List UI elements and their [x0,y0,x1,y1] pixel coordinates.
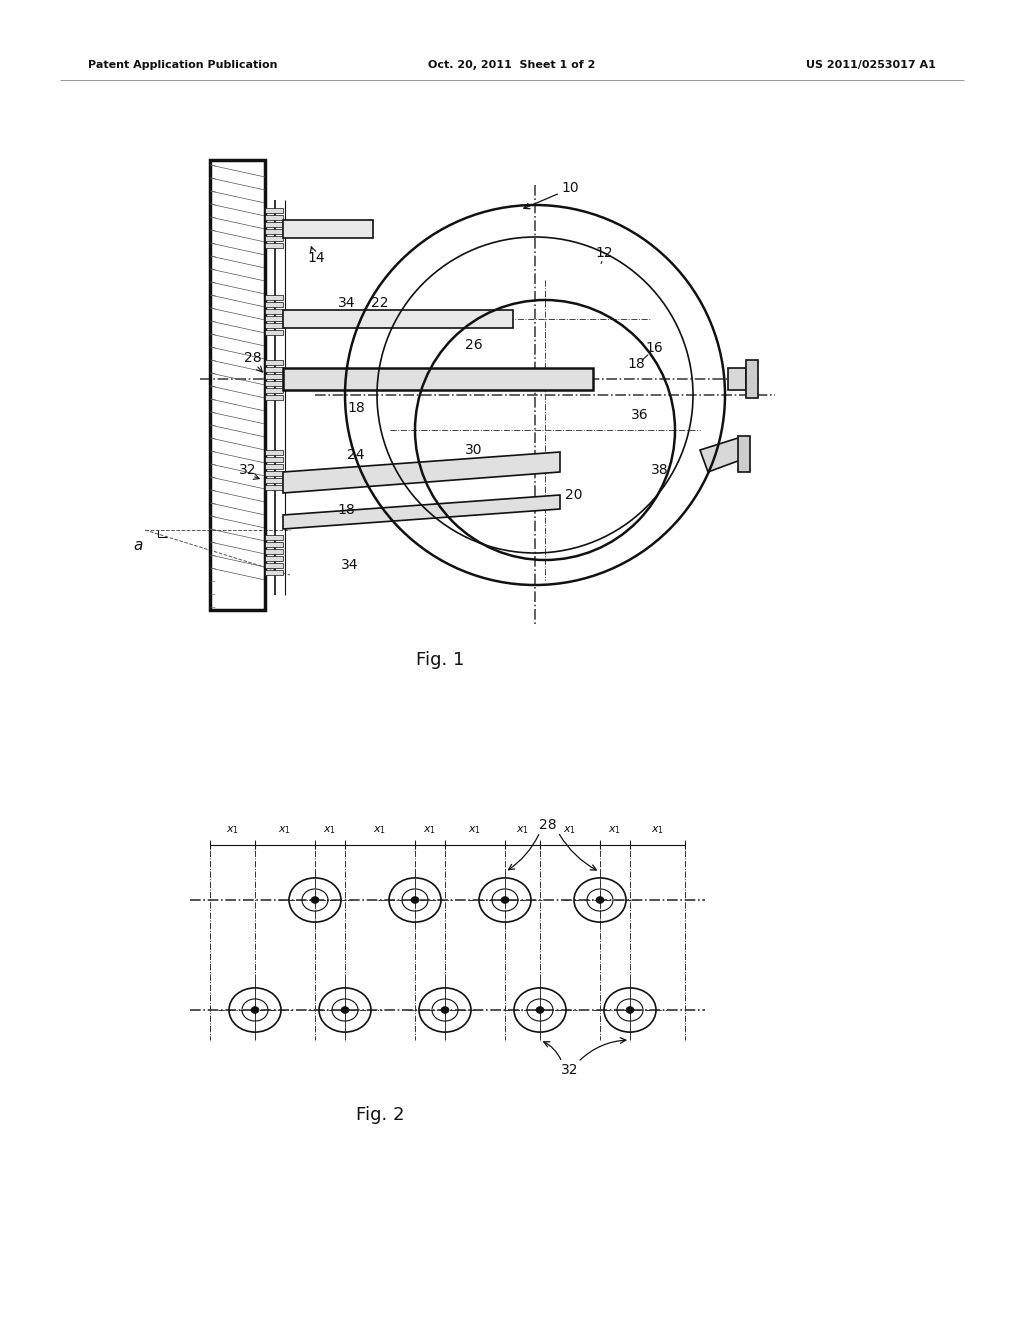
Text: 18: 18 [337,503,355,517]
Text: 22: 22 [372,296,389,310]
Text: $x_1$: $x_1$ [324,824,337,836]
Text: 30: 30 [465,444,482,457]
Bar [265,549,283,554]
Text: 28: 28 [540,818,557,832]
Polygon shape [283,451,560,492]
Ellipse shape [596,896,604,903]
Text: $x_1$: $x_1$ [279,824,292,836]
Bar [265,564,283,568]
Text: $\it{a}$: $\it{a}$ [133,537,143,553]
Ellipse shape [251,1007,259,1014]
Bar [265,484,283,490]
Text: $x_1$: $x_1$ [563,824,577,836]
Bar [265,330,283,335]
Text: 18: 18 [347,401,365,414]
Polygon shape [700,438,746,473]
Text: $x_1$: $x_1$ [516,824,529,836]
Text: 24: 24 [347,447,365,462]
Text: 34: 34 [341,558,358,572]
Ellipse shape [411,896,419,903]
Bar [265,478,283,483]
Text: Fig. 2: Fig. 2 [355,1106,404,1125]
Bar [746,360,758,399]
Bar [265,535,283,540]
Text: 26: 26 [465,338,482,352]
Text: 14: 14 [307,251,325,265]
Bar [265,543,283,546]
Ellipse shape [311,896,319,903]
Text: 32: 32 [240,463,257,477]
Text: 20: 20 [565,488,583,502]
Text: 36: 36 [631,408,649,422]
Ellipse shape [341,1007,349,1014]
Bar [265,457,283,462]
Bar [265,471,283,477]
Text: 34: 34 [338,296,355,310]
Bar [265,367,283,372]
Bar [265,570,283,576]
Bar [265,315,283,321]
Text: 10: 10 [561,181,579,195]
Ellipse shape [626,1007,634,1014]
Text: 18: 18 [627,356,645,371]
Bar [265,395,283,400]
Bar [283,368,593,389]
Bar [265,556,283,561]
Text: 28: 28 [244,351,262,366]
Bar [265,243,283,248]
Bar [265,360,283,366]
Text: 32: 32 [561,1063,579,1077]
Bar [265,228,283,234]
Bar [283,220,373,238]
Ellipse shape [441,1007,449,1014]
Bar [265,294,283,300]
Text: 16: 16 [645,341,663,355]
Bar [265,302,283,308]
Bar [265,236,283,242]
Bar [265,381,283,385]
Text: Oct. 20, 2011  Sheet 1 of 2: Oct. 20, 2011 Sheet 1 of 2 [428,59,596,70]
Text: Patent Application Publication: Patent Application Publication [88,59,278,70]
Text: $x_1$: $x_1$ [226,824,239,836]
Bar [265,209,283,213]
Text: Fig. 1: Fig. 1 [416,651,464,669]
Bar [283,310,513,327]
Bar [265,388,283,393]
Bar [265,215,283,220]
Bar [728,368,746,389]
Text: $x_1$: $x_1$ [651,824,664,836]
Bar [265,222,283,227]
Bar [265,450,283,455]
Bar [265,374,283,379]
Bar [738,436,750,473]
Text: US 2011/0253017 A1: US 2011/0253017 A1 [806,59,936,70]
Text: $x_1$: $x_1$ [468,824,481,836]
Ellipse shape [501,896,509,903]
Text: $x_1$: $x_1$ [608,824,622,836]
Bar [265,465,283,469]
Polygon shape [283,495,560,529]
Bar [210,160,265,610]
Text: $x_1$: $x_1$ [424,824,436,836]
Text: 38: 38 [651,463,669,477]
Bar [265,309,283,314]
Text: $x_1$: $x_1$ [374,824,386,836]
Ellipse shape [536,1007,544,1014]
Text: 12: 12 [595,246,612,260]
Bar [265,323,283,327]
